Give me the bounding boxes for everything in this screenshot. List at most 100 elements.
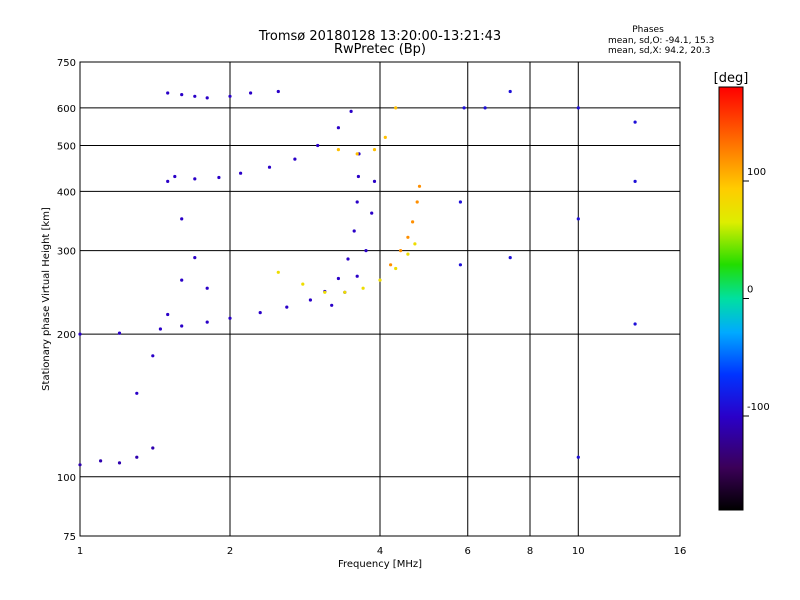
chart-title: Tromsø 20180128 13:20:00-13:21:43 xyxy=(258,29,501,44)
data-point xyxy=(413,242,417,246)
data-point xyxy=(406,235,410,239)
stats-heading: Phases xyxy=(632,25,664,35)
data-point xyxy=(356,174,360,179)
data-point xyxy=(193,256,197,260)
data-point xyxy=(323,290,327,294)
x-tick-label: 1 xyxy=(77,546,83,557)
y-axis-ticks: 75 100 200 300 400 500 600 750 xyxy=(57,58,76,543)
data-point xyxy=(217,175,221,180)
data-point xyxy=(205,320,209,324)
data-point xyxy=(633,179,637,183)
y-tick-label: 75 xyxy=(63,532,76,543)
data-point xyxy=(193,177,197,181)
x-axis-label: Frequency [MHz] xyxy=(338,559,422,570)
x-axis-ticks: 1 2 4 6 8 10 16 xyxy=(77,546,687,557)
data-point xyxy=(173,174,177,179)
data-point xyxy=(285,305,289,309)
data-point xyxy=(180,93,184,97)
data-point xyxy=(458,263,462,267)
data-point xyxy=(576,106,580,110)
data-point xyxy=(78,332,82,336)
x-tick-label: 4 xyxy=(377,546,383,557)
grid xyxy=(80,62,680,536)
data-point xyxy=(361,286,365,290)
data-point xyxy=(372,179,377,183)
colorbar-ticks: -100 0 100 xyxy=(743,167,770,417)
data-point xyxy=(458,200,462,204)
data-point xyxy=(633,322,637,326)
data-point xyxy=(336,126,340,130)
data-point xyxy=(205,96,209,100)
data-points xyxy=(78,89,637,467)
data-point xyxy=(205,286,209,290)
data-point xyxy=(399,249,403,253)
y-tick-label: 500 xyxy=(57,141,76,152)
colorbar xyxy=(719,87,743,510)
x-tick-label: 10 xyxy=(572,546,585,557)
data-point xyxy=(180,324,184,328)
data-point xyxy=(336,148,340,152)
data-point xyxy=(508,89,512,94)
data-point xyxy=(193,94,197,98)
chart-subtitle: RwPretec (Bp) xyxy=(334,42,426,57)
colorbar-label: [deg] xyxy=(714,71,749,86)
data-point xyxy=(394,106,398,110)
data-point xyxy=(180,217,184,221)
data-point xyxy=(228,94,232,98)
data-point xyxy=(293,157,297,161)
stats-x-mode: mean, sd,X: 94.2, 20.3 xyxy=(608,46,710,56)
y-tick-label: 100 xyxy=(57,473,76,484)
data-point xyxy=(364,249,368,253)
data-point xyxy=(406,252,410,256)
data-point xyxy=(417,184,422,188)
data-point xyxy=(508,256,512,260)
x-tick-label: 16 xyxy=(674,546,687,557)
data-point xyxy=(415,200,419,204)
data-point xyxy=(267,165,272,169)
colorbar-tick-label: -100 xyxy=(747,402,770,413)
data-point xyxy=(355,152,359,156)
data-point xyxy=(239,171,243,175)
data-point xyxy=(576,217,580,221)
data-point xyxy=(355,200,359,204)
data-point xyxy=(180,278,184,282)
data-point xyxy=(355,274,359,278)
data-point xyxy=(158,327,162,331)
y-tick-label: 600 xyxy=(57,104,76,115)
data-point xyxy=(411,220,415,224)
data-point xyxy=(383,135,387,139)
data-point xyxy=(633,120,637,124)
x-tick-label: 2 xyxy=(227,546,233,557)
stats-o-mode: mean, sd,O: -94.1, 15.3 xyxy=(608,36,714,46)
data-point xyxy=(330,303,334,307)
data-point xyxy=(117,331,122,335)
data-point xyxy=(166,179,170,183)
data-point xyxy=(576,455,580,459)
data-point xyxy=(343,290,347,294)
y-axis-label: Stationary phase Virtual Height [km] xyxy=(41,207,52,391)
data-point xyxy=(276,270,280,274)
y-tick-label: 750 xyxy=(57,58,76,69)
x-tick-label: 8 xyxy=(527,546,533,557)
data-point xyxy=(346,257,350,261)
data-point xyxy=(135,391,139,395)
data-point xyxy=(378,278,382,282)
colorbar-tick-label: 100 xyxy=(747,167,766,178)
data-point xyxy=(258,311,262,315)
data-point xyxy=(389,263,393,267)
y-tick-label: 200 xyxy=(57,330,76,341)
data-point xyxy=(483,106,487,110)
data-point xyxy=(99,459,103,463)
data-point xyxy=(249,91,253,95)
data-point xyxy=(117,461,122,465)
data-point xyxy=(151,446,155,450)
colorbar-tick-label: 0 xyxy=(747,285,753,296)
y-tick-label: 300 xyxy=(57,247,76,258)
data-point xyxy=(370,211,374,215)
data-point xyxy=(301,282,305,286)
data-point xyxy=(276,89,280,94)
data-point xyxy=(394,266,398,271)
x-tick-label: 6 xyxy=(465,546,471,557)
data-point xyxy=(135,455,139,459)
